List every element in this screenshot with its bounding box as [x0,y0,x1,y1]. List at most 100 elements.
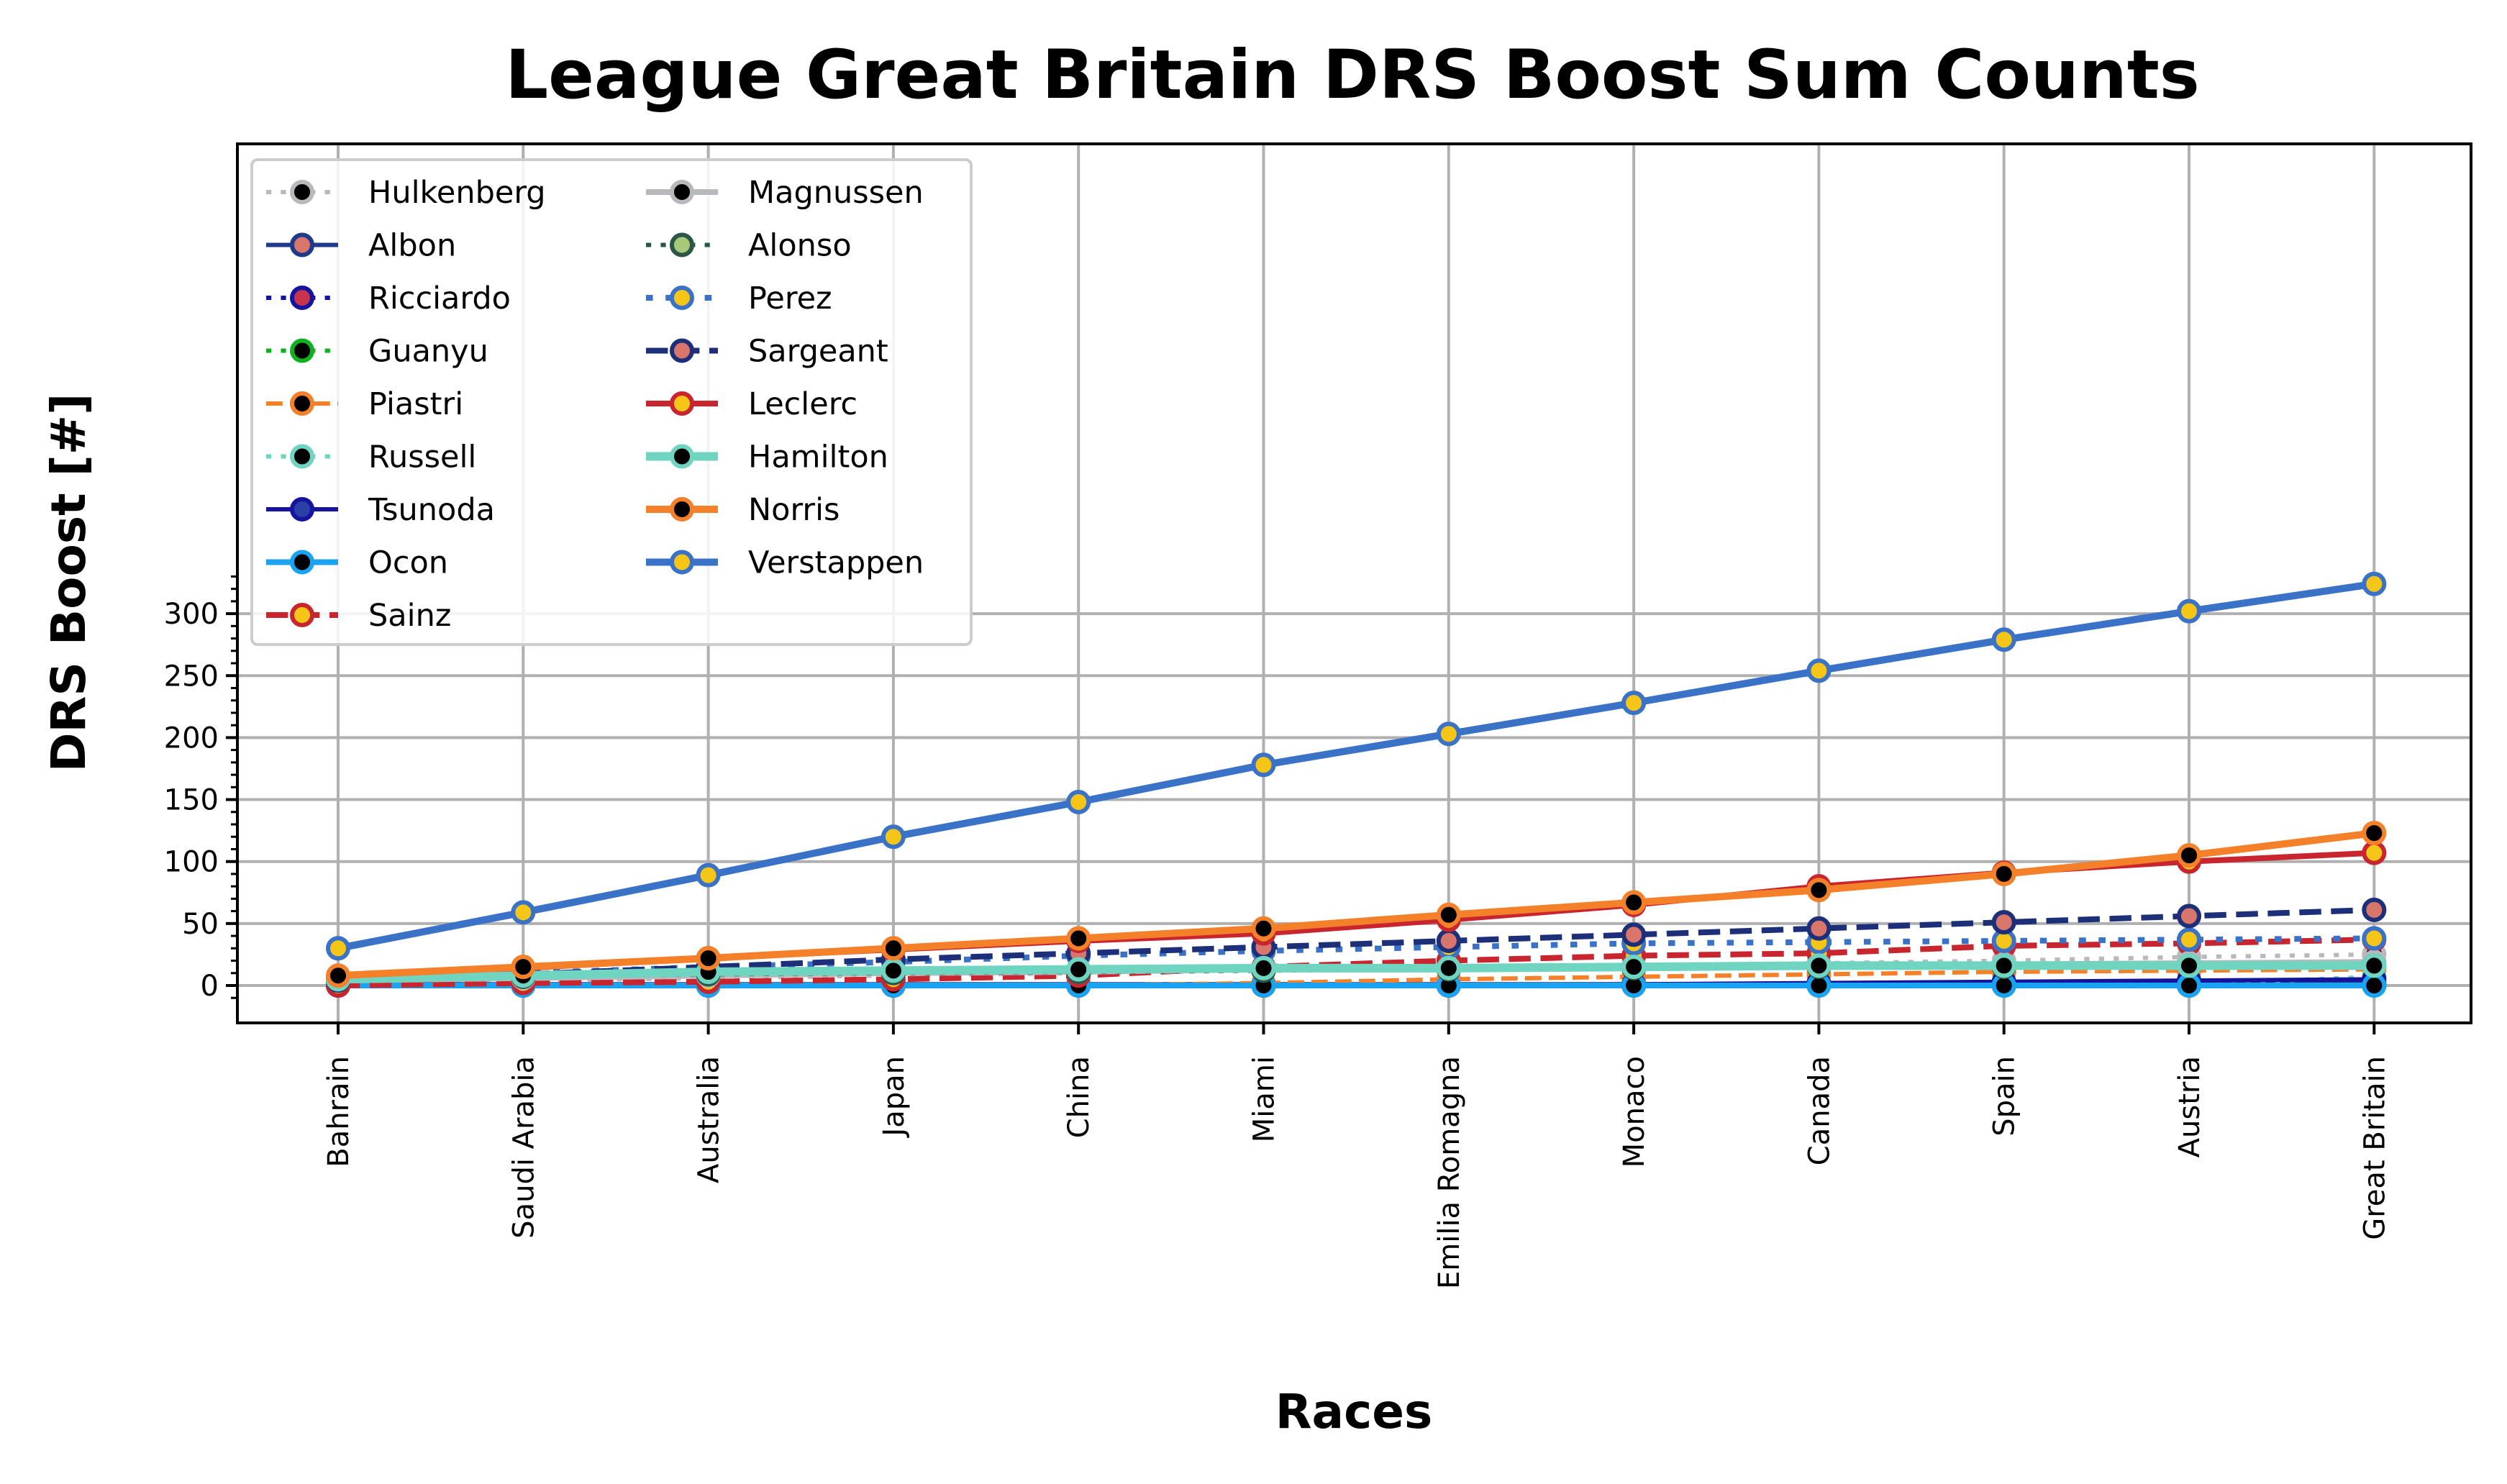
legend-label: Alonso [748,228,852,264]
legend-swatch-marker [290,603,314,627]
data-point [2362,897,2387,922]
legend-item-hulkenberg: Hulkenberg [266,175,546,211]
data-point [511,955,536,980]
legend-swatch-marker [670,232,694,258]
legend-swatch-marker [670,180,694,204]
y-tick-label: 0 [201,970,219,1003]
legend-label: Verstappen [748,545,924,581]
data-point [1621,955,1647,980]
data-point [326,936,350,961]
data-point [1991,953,2016,978]
series-line [337,829,2375,980]
data-point [2177,973,2201,998]
legend-swatch-marker [290,550,314,575]
data-point [1066,926,1091,951]
legend-swatch-marker [290,338,314,363]
x-tick-label: Miami [1248,1056,1281,1142]
legend-item-russell: Russell [266,440,476,475]
series-hamilton [326,953,2387,992]
legend-item-sargeant: Sargeant [646,334,888,370]
data-point [1251,916,1276,941]
legend-item-leclerc: Leclerc [646,386,857,422]
x-tick-label: Japan [878,1056,911,1139]
y-tick-label: 250 [164,660,219,693]
legend-label: Ricciardo [368,281,511,317]
series-line [337,580,2375,952]
data-point [881,936,906,961]
y-axis-label: DRS Boost [#] [41,393,96,773]
chart-title: League Great Britain DRS Boost Sum Count… [505,36,2199,114]
data-point [1806,916,1832,941]
data-point [2362,926,2387,951]
data-point [326,963,350,988]
y-axis: 0 50 100 150 200 250 300 [164,575,237,1003]
legend-label: Magnussen [748,175,924,211]
legend-swatch-marker [290,444,314,469]
legend-label: Hamilton [748,440,888,475]
data-point [1621,922,1647,947]
data-point [1436,955,1461,980]
data-point [881,824,906,850]
data-point [1066,957,1091,982]
data-point [1251,752,1276,778]
data-point [2362,953,2387,978]
plot-frame [236,142,2472,1024]
data-point [696,946,721,971]
x-tick-label: Emilia Romagna [1433,1056,1466,1289]
legend-item-ocon: Ocon [266,545,448,581]
series-group [326,571,2387,998]
data-point [1066,789,1091,814]
x-tick-label: China [1063,1056,1096,1138]
legend-swatch-marker [670,550,694,575]
legend-item-magnussen: Magnussen [646,175,924,211]
x-tick-label: Bahrain [322,1056,355,1167]
series-line [337,961,2375,984]
legend: Hulkenberg Albon Ricciardo Guanyu Piastri Rus… [250,158,973,646]
legend-swatch-marker [670,338,694,363]
legend-swatch-marker [670,286,694,310]
x-tick-label: Great Britain [2358,1056,2391,1240]
legend-item-norris: Norris [646,492,840,528]
data-point [1436,721,1461,747]
legend-label: Hulkenberg [368,175,546,211]
legend-item-tsunoda: Tsunoda [266,492,495,528]
legend-swatch-marker [290,286,314,310]
series-line [337,906,2375,984]
x-axis: Bahrain Saudi Arabia Australia Japan China Mi… [322,1023,2391,1289]
data-point [1991,627,2016,652]
series-line [337,935,2375,981]
y-tick-label: 300 [164,598,219,631]
legend-label: Sainz [368,598,451,634]
data-point [2362,840,2387,865]
data-point [1436,928,1461,953]
data-point [2177,843,2201,868]
legend-swatch-marker [290,180,314,204]
legend-swatch-marker [670,497,694,522]
legend-item-alonso: Alonso [646,228,852,264]
data-point [1806,658,1832,683]
data-point [2177,927,2201,952]
x-tick-label: Australia [693,1056,726,1183]
y-tick-label: 50 [182,908,219,941]
x-axis-label: Races [1275,1384,1433,1439]
series-line [337,937,2375,988]
data-point [1436,902,1461,927]
legend-label: Russell [368,440,476,475]
data-point [2362,571,2387,596]
legend-swatch-marker [670,391,694,416]
y-tick-label: 150 [164,784,219,817]
legend-item-ricciardo: Ricciardo [266,281,511,317]
legend-swatch-marker [290,497,314,522]
series-verstappen [326,571,2387,961]
data-point [1251,955,1276,980]
legend-item-perez: Perez [646,281,832,317]
x-tick-label: Saudi Arabia [507,1056,540,1239]
legend-label: Albon [368,228,456,264]
x-tick-label: Canada [1803,1056,1836,1165]
legend-item-piastri: Piastri [266,386,463,422]
data-point [1991,861,2016,886]
legend-label: Sargeant [748,334,888,370]
data-point [2362,821,2387,846]
data-point [1621,890,1647,915]
legend-label: Piastri [368,386,463,422]
